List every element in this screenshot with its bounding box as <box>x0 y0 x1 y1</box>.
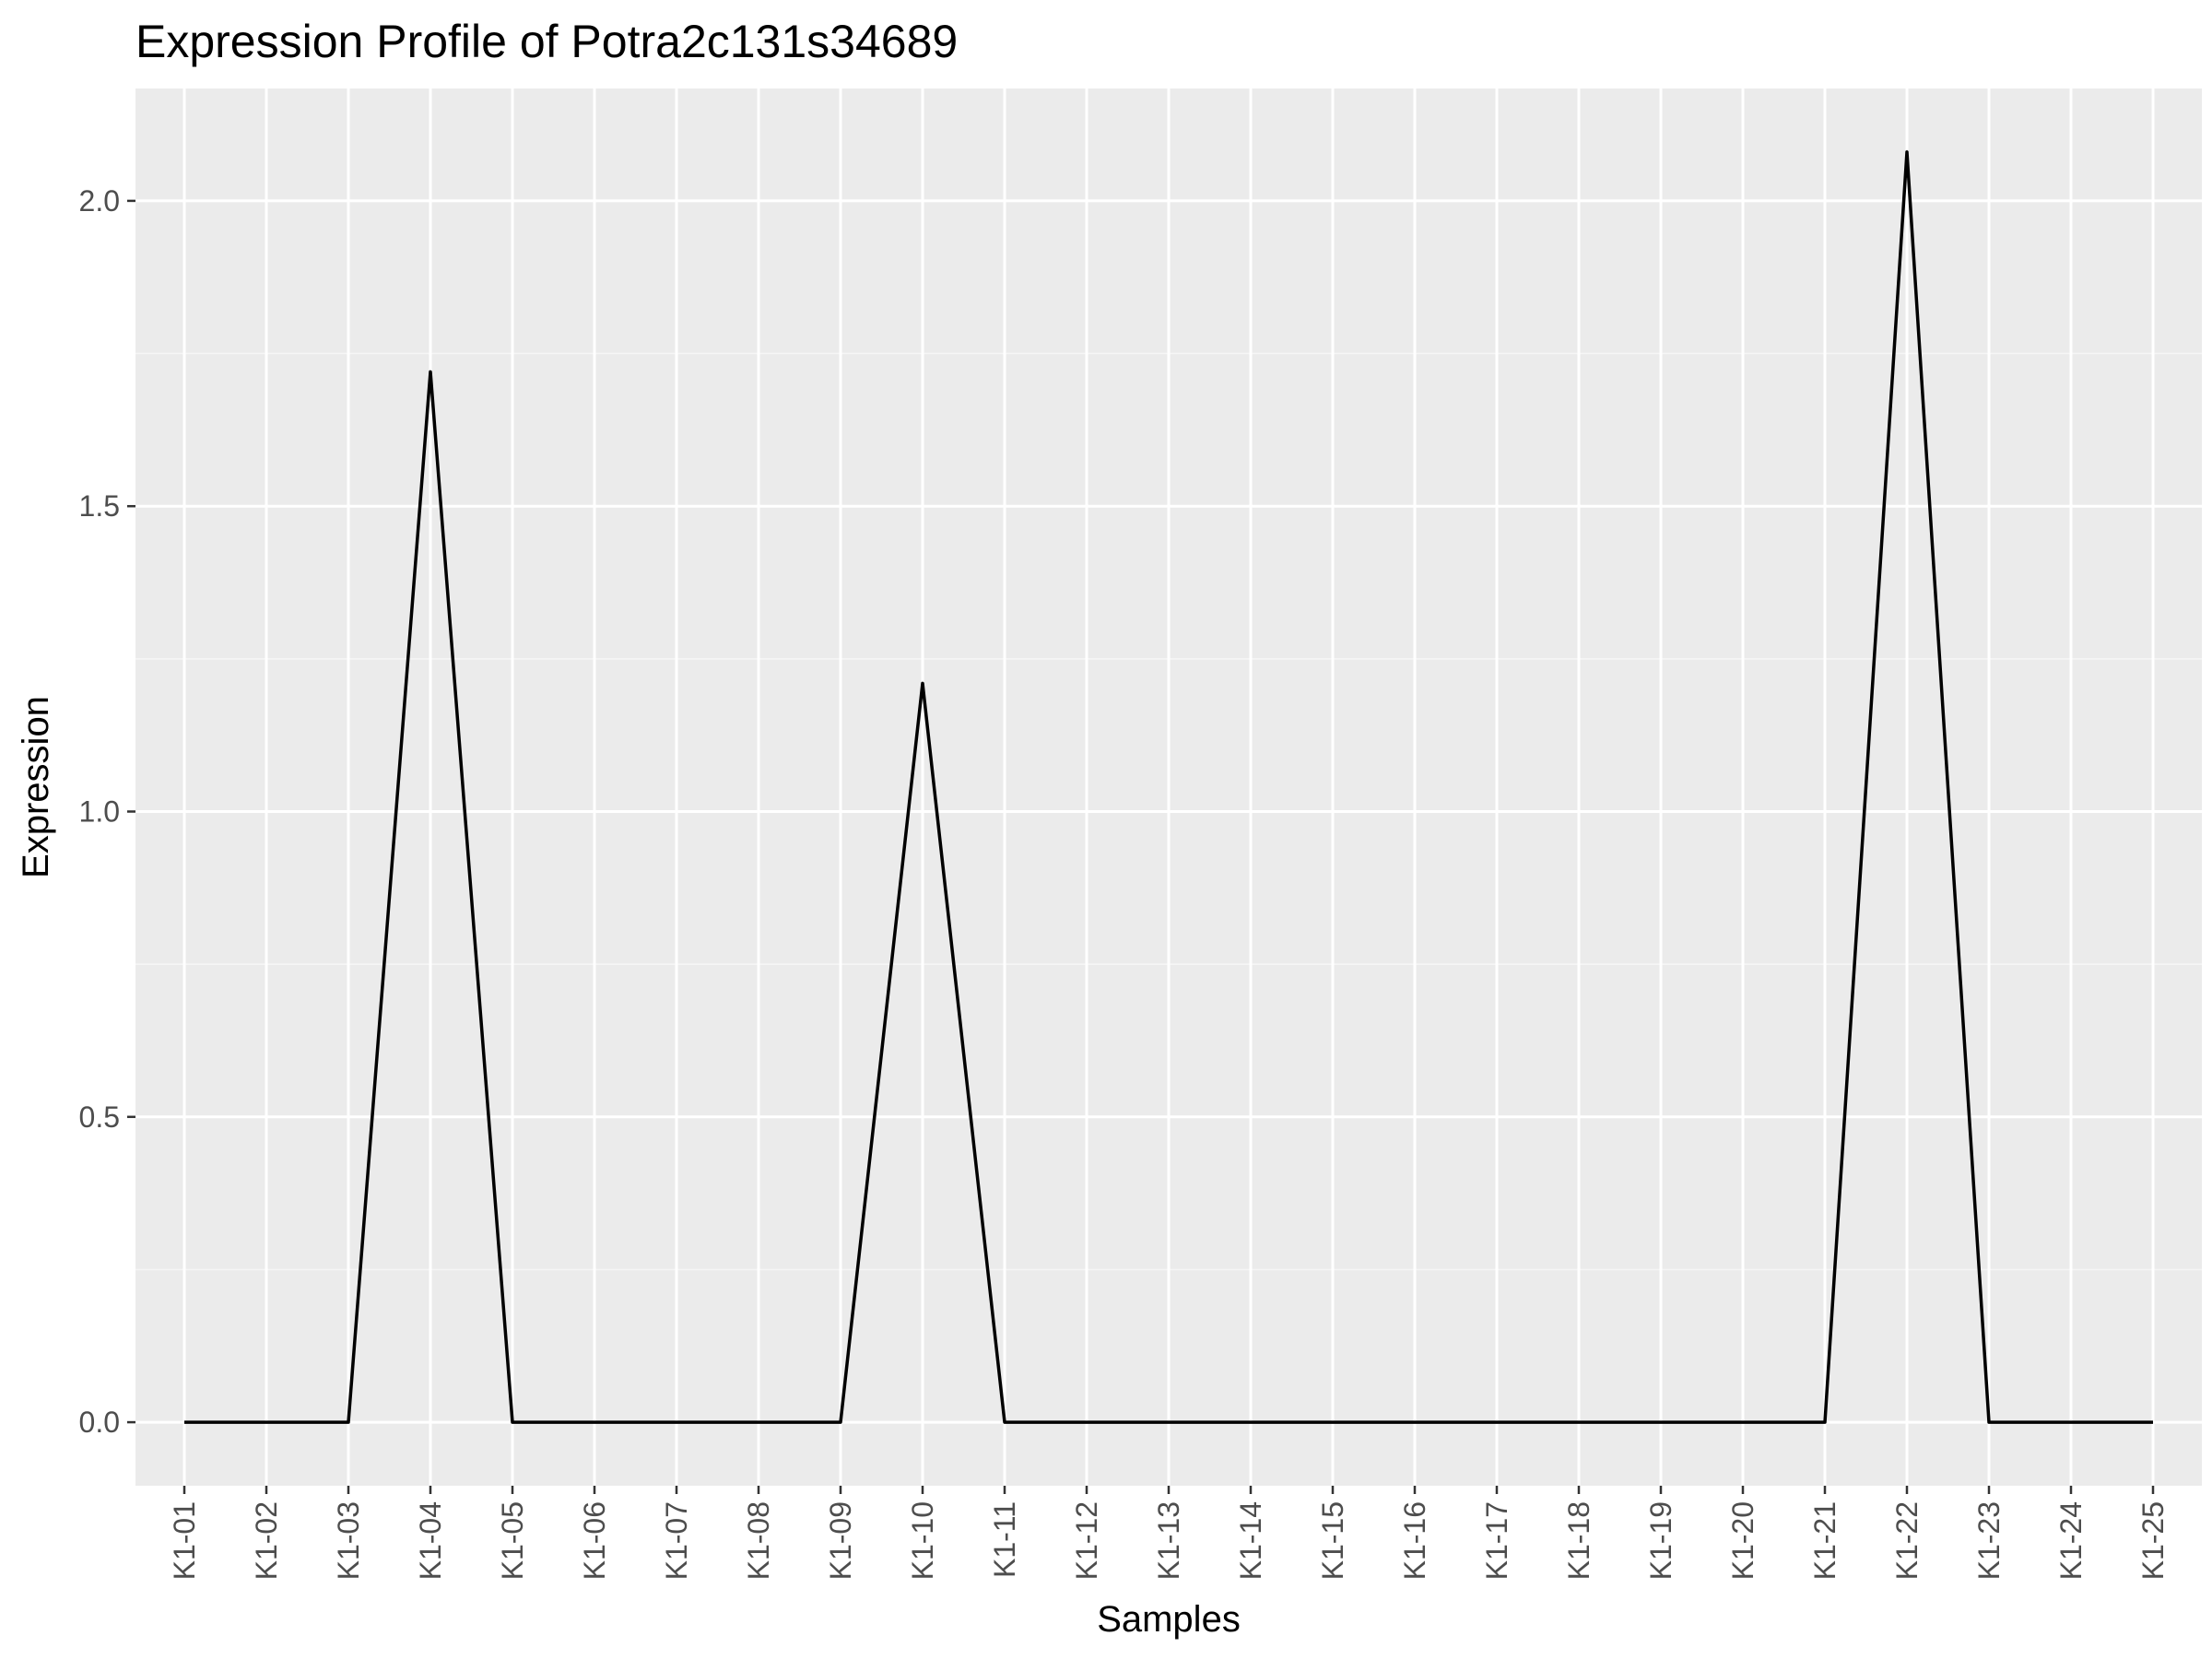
y-tick-label: 0.5 <box>79 1100 120 1134</box>
y-tick-label: 1.0 <box>79 795 120 829</box>
x-tick-label: K1-07 <box>660 1501 693 1580</box>
x-tick-label: K1-25 <box>2136 1501 2170 1580</box>
y-tick-label: 1.5 <box>79 489 120 523</box>
x-tick-label: K1-02 <box>250 1501 283 1580</box>
x-tick-label: K1-08 <box>742 1501 775 1580</box>
x-tick-label: K1-12 <box>1070 1501 1103 1580</box>
x-tick-label: K1-17 <box>1480 1501 1513 1580</box>
x-axis: K1-01 K1-02 K1-03 K1-04 K1-05 K1-06 K1-07 K1-08… <box>168 1486 2170 1580</box>
x-tick-label: K1-15 <box>1316 1501 1349 1580</box>
x-tick-label: K1-11 <box>988 1501 1021 1578</box>
x-tick-label: K1-16 <box>1398 1501 1431 1580</box>
x-tick-label: K1-06 <box>578 1501 611 1580</box>
x-tick-label: K1-10 <box>906 1501 939 1580</box>
x-tick-label: K1-01 <box>168 1501 201 1580</box>
x-tick-label: K1-13 <box>1152 1501 1185 1580</box>
x-tick-label: K1-14 <box>1234 1501 1267 1580</box>
x-tick-label: K1-20 <box>1726 1501 1759 1580</box>
x-axis-title: Samples <box>1097 1599 1241 1640</box>
x-tick-label: K1-04 <box>414 1501 447 1580</box>
x-tick-label: K1-09 <box>824 1501 857 1580</box>
y-tick-label: 2.0 <box>79 184 120 218</box>
x-tick-label: K1-05 <box>496 1501 529 1580</box>
x-tick-label: K1-18 <box>1562 1501 1595 1580</box>
chart-title: Expression Profile of Potra2c131s34689 <box>135 16 958 67</box>
y-axis: 0.0 0.5 1.0 1.5 2.0 <box>79 184 135 1439</box>
x-tick-label: K1-24 <box>2054 1501 2088 1580</box>
x-tick-label: K1-23 <box>1972 1501 2006 1580</box>
major-gridlines <box>135 88 2202 1486</box>
x-tick-label: K1-22 <box>1890 1501 1924 1580</box>
x-tick-label: K1-21 <box>1808 1501 1841 1580</box>
y-tick-label: 0.0 <box>79 1406 120 1439</box>
x-tick-label: K1-03 <box>332 1501 365 1580</box>
data-points <box>183 151 2154 1423</box>
y-axis-title: Expression <box>16 696 56 878</box>
x-tick-label: K1-19 <box>1644 1501 1677 1580</box>
